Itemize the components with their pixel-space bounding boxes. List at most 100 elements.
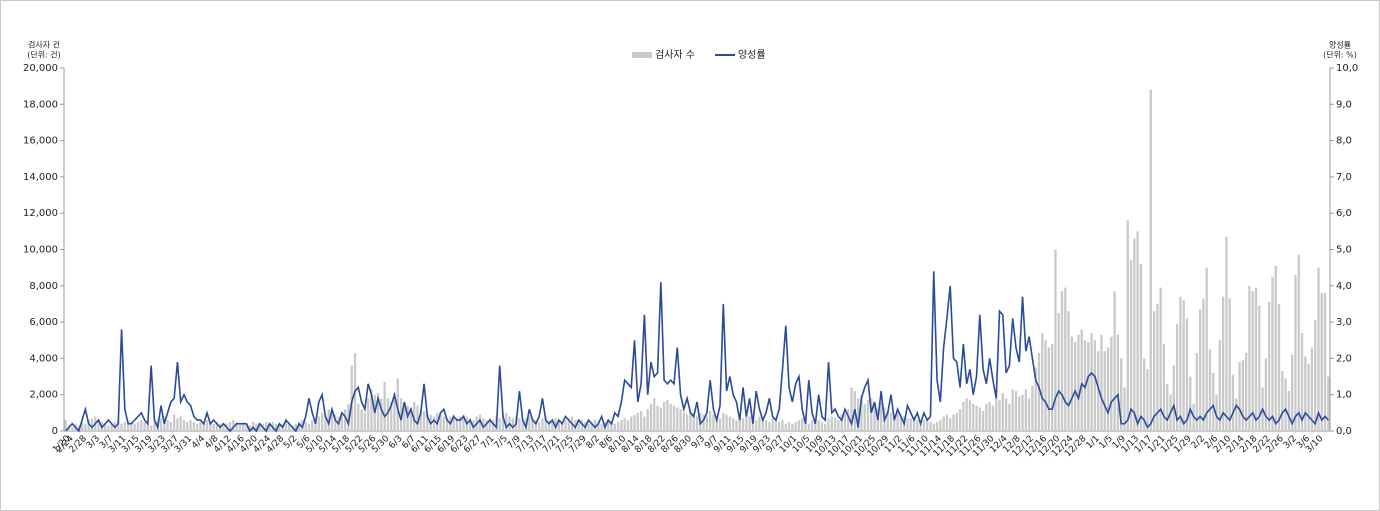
bar: [1133, 238, 1136, 431]
bar: [459, 416, 462, 431]
bar: [426, 412, 429, 431]
bar: [1287, 391, 1291, 431]
bar: [432, 416, 436, 431]
bar: [771, 418, 774, 431]
bar: [610, 421, 613, 431]
bar: [1004, 398, 1008, 431]
bar: [794, 421, 797, 431]
bar: [1235, 398, 1238, 431]
bar: [732, 418, 735, 431]
y-tick-label: 4,000: [29, 353, 58, 364]
bar: [541, 418, 544, 431]
bar: [455, 418, 459, 431]
bar: [1152, 311, 1156, 431]
bar: [130, 421, 133, 431]
bar: [1093, 340, 1097, 431]
bar: [110, 423, 113, 431]
bar: [837, 420, 840, 431]
bar: [781, 420, 784, 431]
bar: [1037, 352, 1041, 431]
bar: [1136, 231, 1139, 431]
bar: [649, 403, 653, 431]
bar: [334, 414, 337, 431]
bar: [304, 421, 307, 431]
bar: [659, 407, 662, 431]
bar: [1143, 358, 1146, 431]
bar: [896, 411, 899, 431]
bar: [143, 421, 146, 431]
bar: [1021, 394, 1024, 431]
bar: [1060, 291, 1064, 431]
bar: [705, 416, 709, 431]
bar: [153, 421, 156, 431]
bar: [343, 409, 347, 431]
bar: [810, 420, 814, 431]
bar: [1011, 389, 1014, 431]
bar: [462, 414, 465, 431]
legend-label: 검사자 수: [655, 49, 695, 61]
bar: [787, 421, 791, 431]
bar: [284, 421, 288, 431]
bar: [123, 421, 126, 431]
bar: [1123, 387, 1126, 431]
bar: [685, 414, 689, 431]
bar: [1054, 249, 1057, 431]
bar: [1205, 267, 1208, 431]
bar: [186, 421, 189, 431]
bar: [1116, 334, 1120, 431]
bar: [1248, 285, 1251, 431]
bar: [245, 423, 248, 431]
bar: [363, 412, 367, 431]
bar: [791, 423, 794, 431]
bar: [376, 392, 380, 431]
bar: [1264, 358, 1268, 431]
bar: [998, 400, 1001, 431]
bar: [248, 425, 251, 431]
bar: [84, 423, 87, 431]
bar: [830, 416, 833, 431]
bar: [324, 414, 327, 431]
bar: [133, 423, 136, 431]
bar: [538, 421, 541, 431]
bar: [873, 403, 876, 431]
bar: [97, 420, 100, 431]
bar: [488, 418, 491, 431]
bar: [653, 398, 656, 431]
bar: [814, 421, 817, 431]
bar: [985, 403, 988, 431]
bar: [140, 420, 143, 431]
bar: [209, 421, 212, 431]
bar: [939, 420, 942, 431]
bar: [1008, 403, 1011, 431]
bar: [847, 409, 850, 431]
bar: [166, 420, 169, 431]
bar: [975, 405, 978, 431]
bar: [856, 398, 860, 431]
bar: [981, 411, 985, 431]
bar: [390, 401, 393, 431]
bar: [722, 412, 725, 431]
bar: [1014, 391, 1018, 431]
bar: [228, 421, 232, 431]
y2-tick-label: 10,0: [1336, 63, 1358, 74]
bar: [630, 416, 633, 431]
bar: [258, 425, 261, 431]
bar: [1198, 309, 1202, 431]
bar: [1300, 332, 1304, 431]
bar: [952, 414, 955, 431]
bar: [995, 398, 998, 431]
bar: [702, 414, 705, 431]
bar: [485, 420, 488, 431]
bar: [1064, 287, 1067, 431]
bar: [1001, 392, 1004, 431]
bar: [1189, 376, 1192, 431]
bar: [580, 420, 584, 431]
bar: [1080, 329, 1083, 431]
bar: [774, 420, 778, 431]
bar: [833, 418, 837, 431]
bar: [413, 401, 416, 431]
bar: [222, 425, 225, 431]
bar: [662, 401, 666, 431]
bar: [755, 420, 758, 431]
